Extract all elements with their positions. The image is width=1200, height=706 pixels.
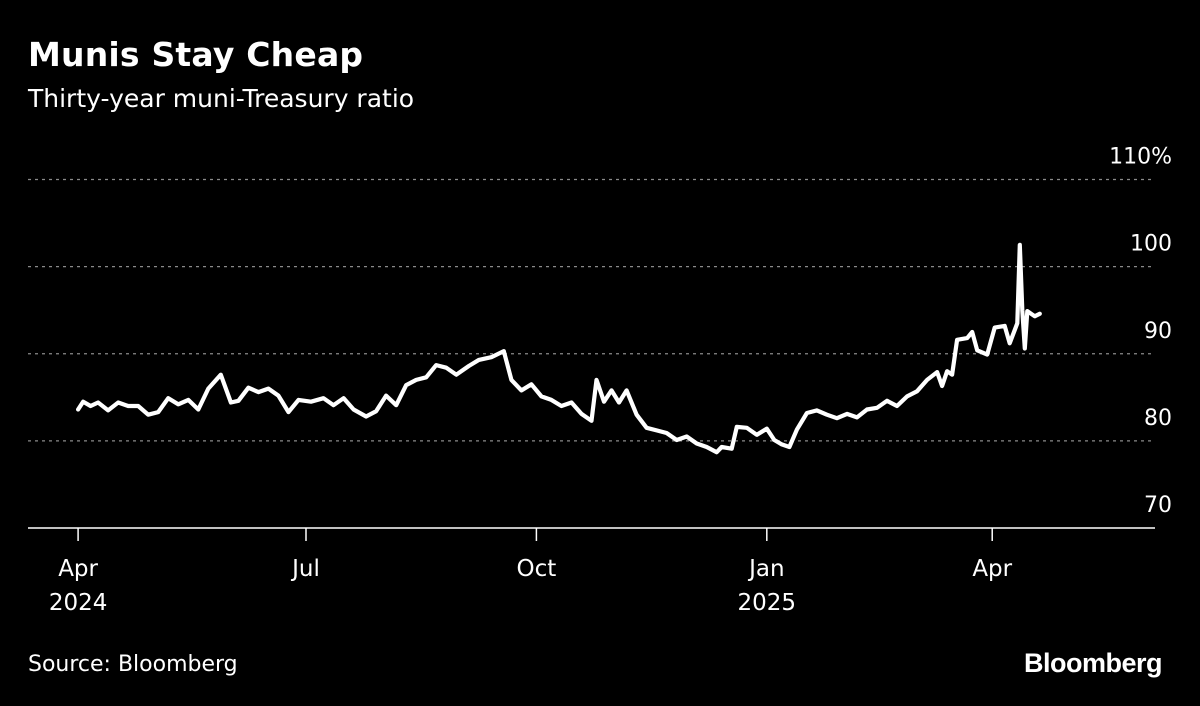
series-line — [75, 242, 1042, 455]
x-tick-year-label: 2024 — [49, 590, 108, 616]
y-tick-label: 70 — [1144, 493, 1172, 518]
x-tick-label: Jan — [747, 556, 784, 582]
y-tick-label: 110% — [1109, 145, 1172, 170]
y-tick-label: 80 — [1144, 406, 1172, 431]
source-note: Source: Bloomberg — [28, 652, 238, 677]
y-tick-label: 100 — [1130, 232, 1172, 257]
x-tick-label: Apr — [58, 556, 98, 582]
x-tick-label: Jul — [290, 556, 320, 582]
x-tick-label: Oct — [517, 556, 557, 582]
bloomberg-logo: Bloomberg — [1023, 648, 1163, 678]
chart-title: Munis Stay Cheap — [28, 35, 364, 74]
x-tick-label: Apr — [972, 556, 1012, 582]
y-tick-label: 90 — [1144, 319, 1172, 344]
x-tick-year-label: 2025 — [738, 590, 797, 616]
chart-subtitle: Thirty-year muni-Treasury ratio — [28, 84, 415, 113]
